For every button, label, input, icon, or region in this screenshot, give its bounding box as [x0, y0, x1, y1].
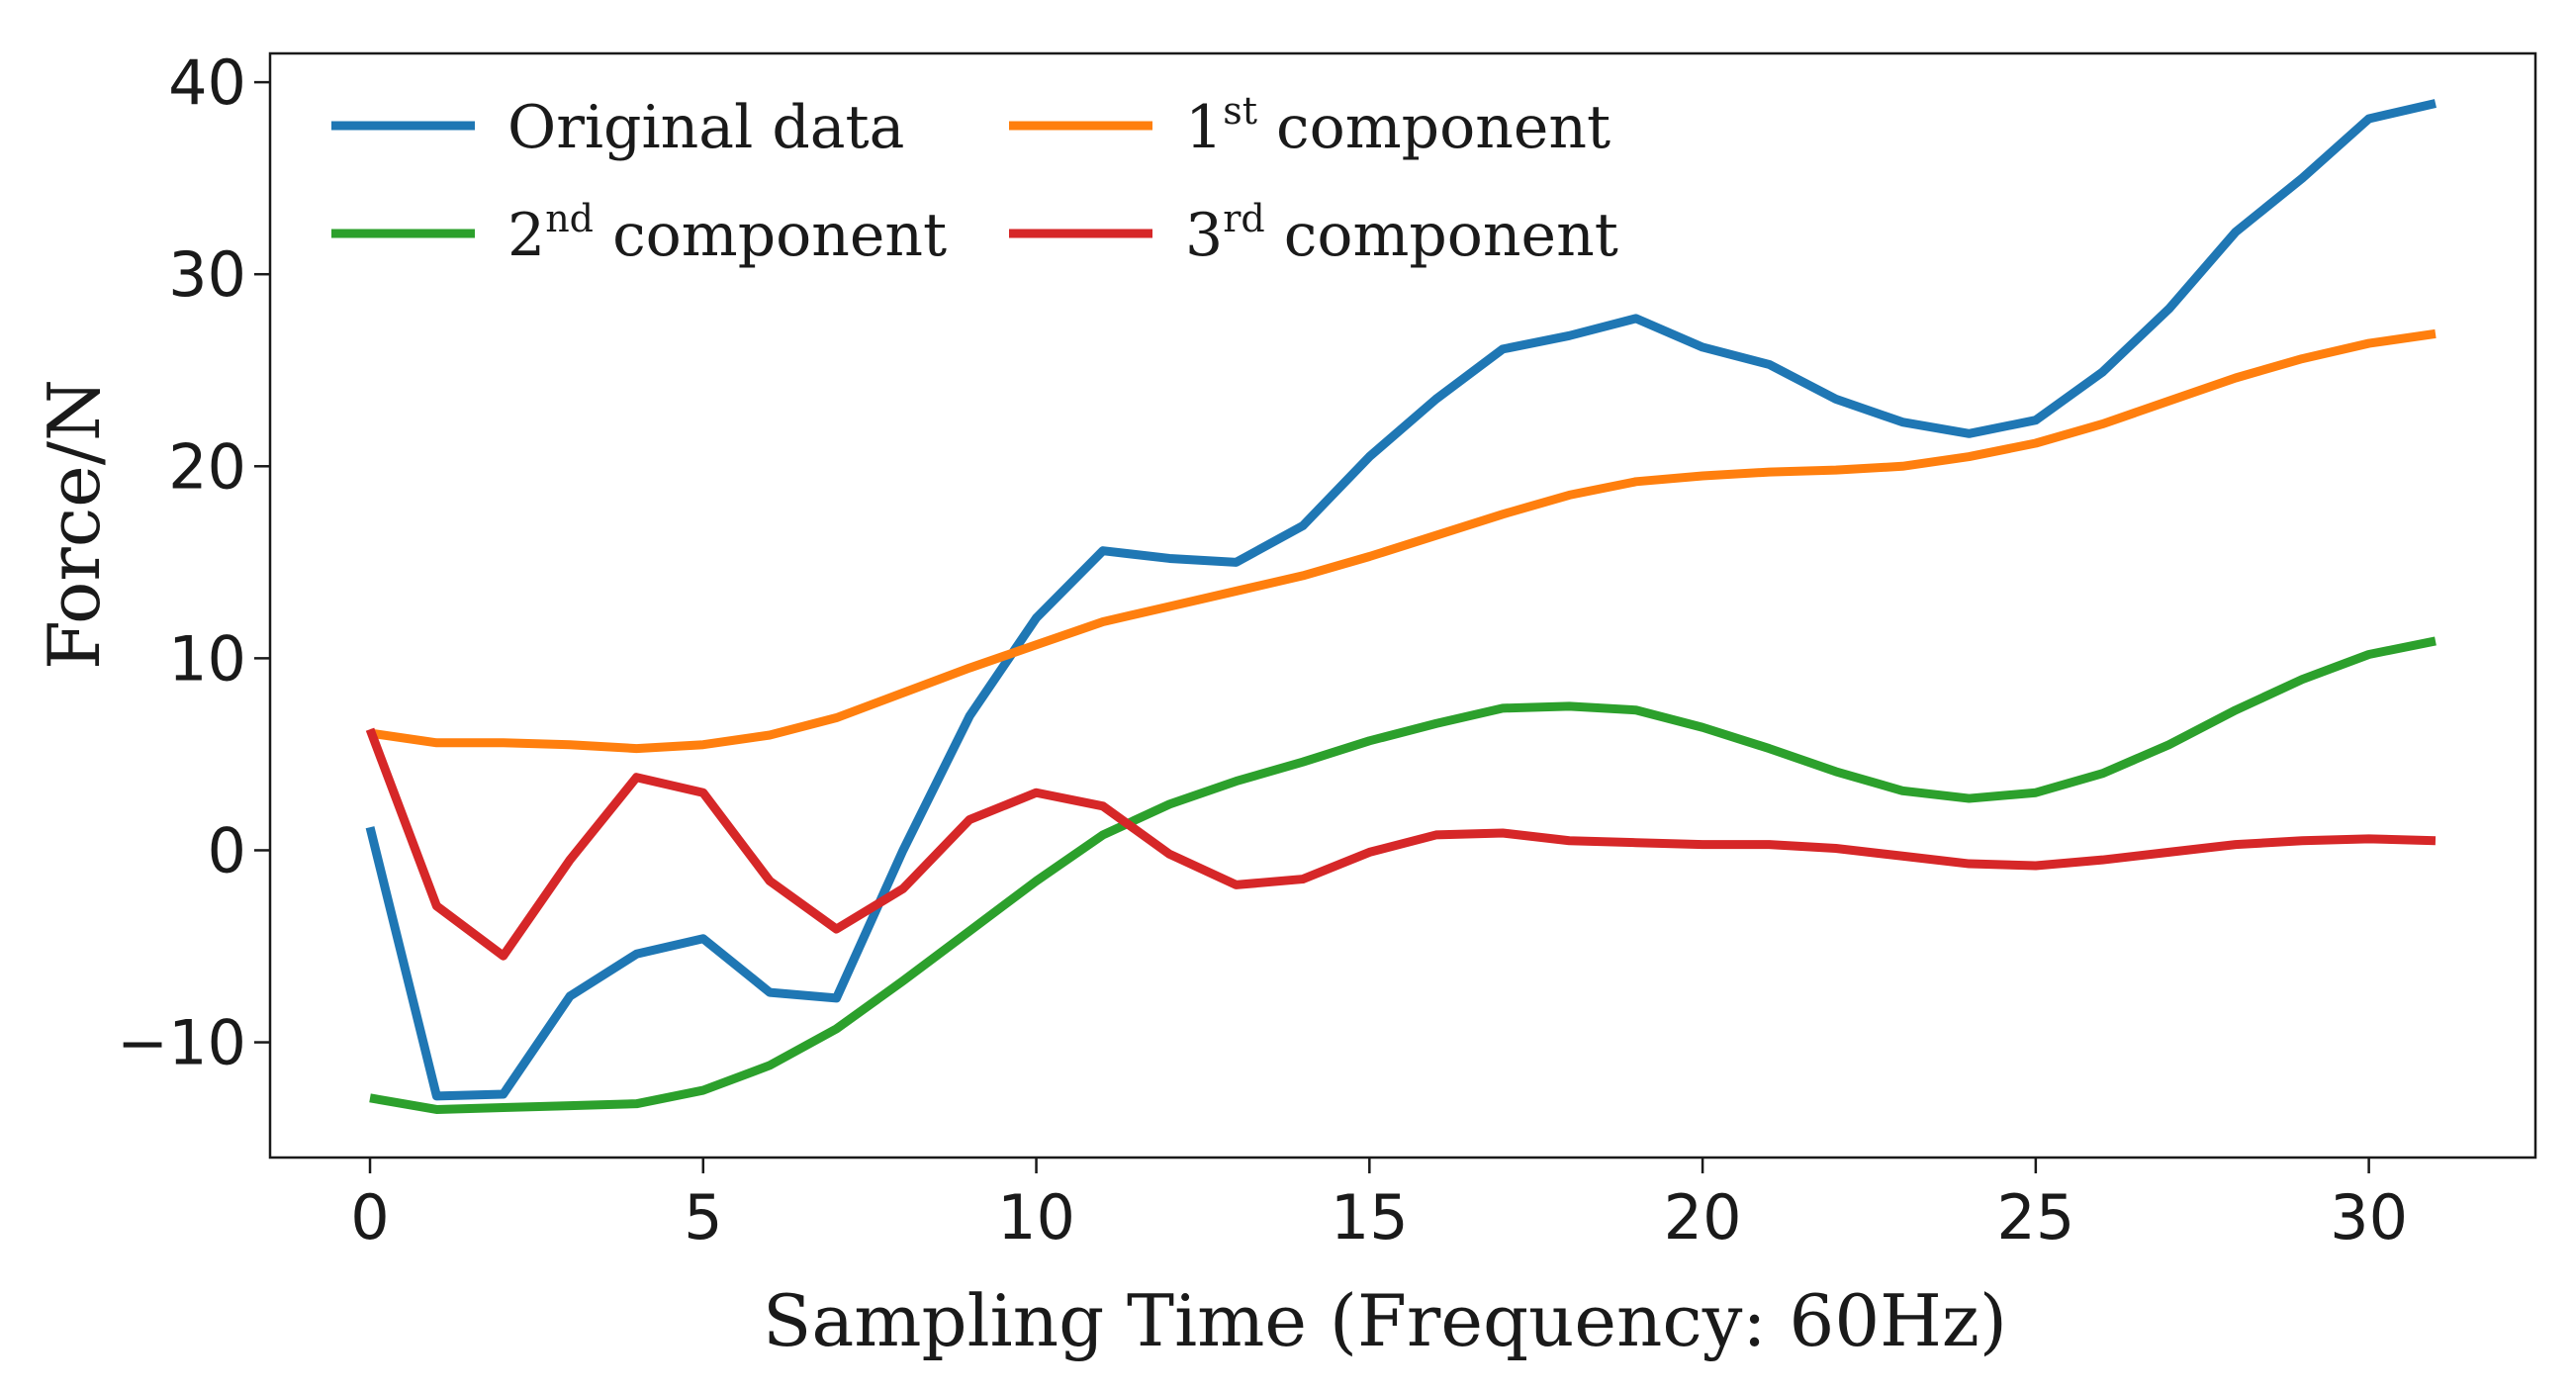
plot-frame	[268, 51, 2537, 1160]
x-axis-ticks: 0 5 10 15 20 25 30	[350, 1158, 2408, 1253]
legend-label: 3rd component	[1185, 197, 1618, 270]
series-line-3	[365, 727, 2437, 961]
y-axis-title: Force/N	[33, 379, 116, 670]
x-axis-title: Sampling Time (Frequency: 60Hz)	[763, 1279, 2007, 1362]
x-tick-label: 25	[1996, 1181, 2074, 1253]
legend: Original data 1st component 2nd component 3…	[331, 89, 1618, 270]
y-axis-ticks: −10 0 10 20 30 40	[117, 46, 270, 1079]
series-layer	[365, 99, 2437, 1114]
x-tick-label: 5	[684, 1181, 722, 1253]
y-tick-label: 30	[168, 238, 246, 311]
x-tick-label: 15	[1331, 1181, 1409, 1253]
y-tick-label: 40	[168, 46, 246, 119]
series-line-1	[369, 328, 2437, 754]
legend-entry: 2nd component	[331, 197, 947, 270]
legend-label: Original data	[507, 93, 904, 162]
legend-label: 1st component	[1185, 89, 1610, 162]
y-tick-label: −10	[117, 1007, 246, 1079]
legend-label: 2nd component	[507, 197, 947, 270]
y-tick-label: 20	[168, 430, 246, 503]
x-tick-label: 10	[997, 1181, 1075, 1253]
legend-entry: 1st component	[1009, 89, 1610, 162]
x-tick-label: 20	[1664, 1181, 1742, 1253]
series-line-2	[369, 636, 2437, 1114]
legend-entry: 3rd component	[1009, 197, 1618, 270]
x-tick-label: 0	[350, 1181, 389, 1253]
y-tick-label: 0	[208, 814, 246, 886]
legend-entry: Original data	[331, 93, 904, 162]
y-tick-label: 10	[168, 622, 246, 695]
series-line-0	[365, 99, 2437, 1101]
x-tick-label: 30	[2330, 1181, 2408, 1253]
